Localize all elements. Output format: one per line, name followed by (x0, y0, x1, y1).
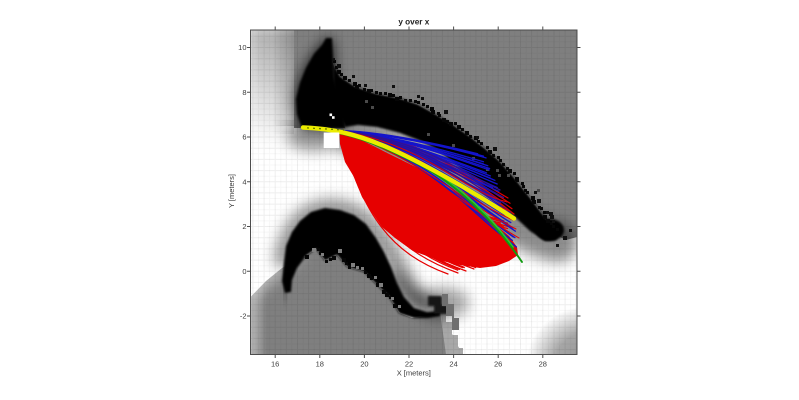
svg-text:Y [meters]: Y [meters] (227, 174, 236, 208)
svg-text:6: 6 (242, 133, 246, 142)
svg-text:y over x: y over x (398, 18, 429, 27)
svg-text:20: 20 (360, 360, 368, 369)
svg-text:4: 4 (242, 177, 246, 186)
svg-text:10: 10 (238, 43, 246, 52)
svg-text:-2: -2 (240, 312, 247, 321)
svg-text:22: 22 (405, 360, 413, 369)
svg-text:2: 2 (242, 222, 246, 231)
svg-text:8: 8 (242, 88, 246, 97)
svg-text:26: 26 (494, 360, 502, 369)
svg-text:28: 28 (539, 360, 547, 369)
svg-text:24: 24 (449, 360, 457, 369)
svg-text:16: 16 (271, 360, 279, 369)
svg-text:0: 0 (242, 267, 246, 276)
svg-text:18: 18 (316, 360, 324, 369)
svg-text:X [meters]: X [meters] (397, 369, 431, 378)
